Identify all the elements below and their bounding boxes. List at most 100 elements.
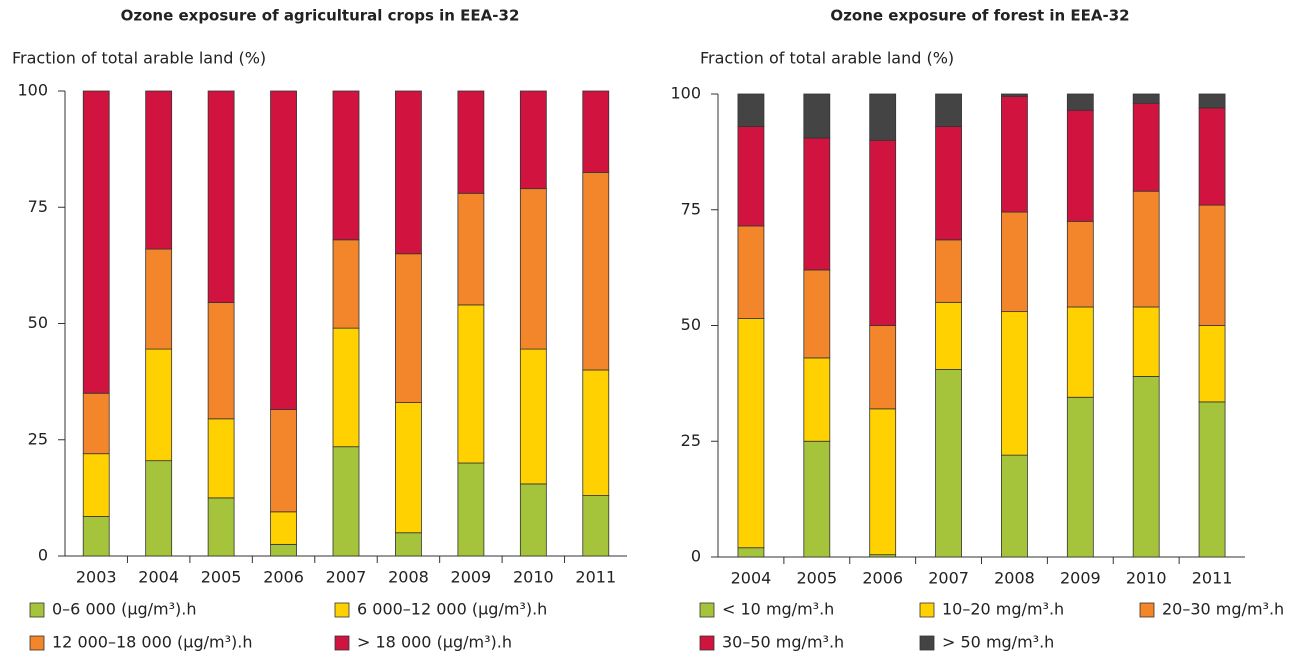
x-tick-label: 2008 <box>994 569 1035 588</box>
bar-segment <box>270 90 297 410</box>
bar-segment <box>1198 401 1226 558</box>
bar-segment <box>207 418 235 499</box>
x-tick-label: 2005 <box>796 569 837 588</box>
x-tick-label: 2009 <box>451 568 492 587</box>
bar-segment <box>935 93 962 127</box>
legend-swatch <box>334 635 350 651</box>
y-axis-label: Fraction of total arable land (%) <box>700 49 954 68</box>
bar-segment <box>803 269 831 359</box>
legend-swatch <box>699 602 715 618</box>
bar-segment <box>395 253 422 403</box>
bar-segment <box>1001 454 1028 558</box>
bar-segment <box>1001 93 1028 97</box>
x-tick-label: 2008 <box>388 568 429 587</box>
bar-segment <box>395 90 422 255</box>
y-tick-label: 100 <box>670 84 701 103</box>
bar-segment <box>1001 95 1028 213</box>
x-tick-label: 2010 <box>1126 569 1167 588</box>
bar-segment <box>82 516 110 557</box>
bar-segment <box>935 369 962 558</box>
bar-segment <box>869 325 897 410</box>
bar-segment <box>737 225 765 319</box>
bar-segment <box>207 497 235 557</box>
legend-label: 0–6 000 (µg/m³).h <box>52 600 197 619</box>
bar-segment <box>519 90 547 190</box>
bar-segment <box>1066 306 1094 398</box>
bar-segment <box>869 408 897 556</box>
legend-swatch <box>1139 602 1155 618</box>
bar-segment <box>869 139 897 326</box>
bar-segment <box>145 348 173 462</box>
bar-segment <box>519 483 547 557</box>
y-tick-label: 25 <box>681 431 701 450</box>
bar-segment <box>1066 109 1094 222</box>
legend-swatch <box>29 635 45 651</box>
legend-label: > 50 mg/m³.h <box>942 633 1054 652</box>
x-tick-label: 2009 <box>1060 569 1101 588</box>
x-tick-label: 2004 <box>138 568 179 587</box>
bar-segment <box>145 248 173 350</box>
y-tick-label: 0 <box>38 546 48 565</box>
y-tick-label: 75 <box>681 199 701 218</box>
x-tick-label: 2011 <box>1192 569 1233 588</box>
bar-segment <box>1066 93 1094 111</box>
bar-segment <box>582 495 610 557</box>
bar-segment <box>737 93 765 127</box>
x-tick-label: 2010 <box>513 568 554 587</box>
bar-segment <box>582 90 610 173</box>
bar-segment <box>82 392 110 455</box>
bar-segment <box>519 348 547 485</box>
bar-segment <box>457 90 485 194</box>
y-axis-label: Fraction of total arable land (%) <box>12 49 266 68</box>
y-tick-label: 75 <box>28 197 48 216</box>
y-tick-label: 50 <box>28 313 48 332</box>
bar-segment <box>519 188 547 350</box>
y-tick-label: 50 <box>681 315 701 334</box>
bar-segment <box>1001 311 1028 456</box>
chart-title: Ozone exposure of forest in EEA-32 <box>830 7 1129 25</box>
bar-segment <box>145 460 173 557</box>
bar-segment <box>270 409 297 513</box>
chart-title: Ozone exposure of agricultural crops in … <box>121 7 520 25</box>
bar-segment <box>935 301 962 370</box>
bar-segment <box>457 304 485 464</box>
bar-segment <box>1132 102 1160 192</box>
legend-swatch <box>919 602 935 618</box>
bar-segment <box>270 511 297 545</box>
bar-segment <box>935 126 962 241</box>
bar-segment <box>332 327 360 448</box>
bar-segment <box>457 462 485 557</box>
bar-segment <box>803 137 831 271</box>
bar-segment <box>1066 220 1094 308</box>
bar-segment <box>332 90 360 241</box>
legend-swatch <box>334 602 350 618</box>
x-tick-label: 2003 <box>76 568 117 587</box>
bar-segment <box>1001 211 1028 313</box>
bar-segment <box>803 93 831 139</box>
bar-segment <box>1198 204 1226 326</box>
bar-segment <box>82 453 110 517</box>
x-tick-label: 2004 <box>731 569 772 588</box>
bar-segment <box>1132 190 1160 308</box>
bar-segment <box>1066 396 1094 558</box>
x-tick-label: 2007 <box>928 569 969 588</box>
bar-segment <box>82 90 110 394</box>
bar-segment <box>457 192 485 306</box>
bar-segment <box>1132 376 1160 558</box>
bar-segment <box>737 126 765 227</box>
bar-segment <box>935 239 962 303</box>
bar-segment <box>1198 93 1226 109</box>
bar-segment <box>1198 107 1226 206</box>
legend-label: 10–20 mg/m³.h <box>942 600 1064 619</box>
bar-segment <box>803 357 831 442</box>
bar-segment <box>737 547 765 558</box>
x-tick-label: 2005 <box>201 568 242 587</box>
bar-segment <box>207 302 235 420</box>
legend-label: 12 000–18 000 (µg/m³).h <box>52 633 253 652</box>
bar-segment <box>1132 306 1160 377</box>
legend-swatch <box>919 635 935 651</box>
bar-segment <box>1132 93 1160 104</box>
y-tick-label: 100 <box>17 81 48 100</box>
legend-label: 30–50 mg/m³.h <box>722 633 844 652</box>
